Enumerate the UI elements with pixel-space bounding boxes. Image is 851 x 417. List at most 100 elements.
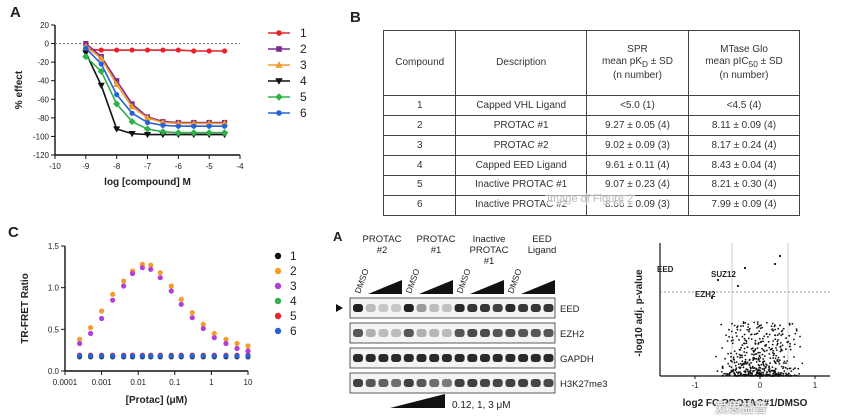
corner-watermark: 爱思益普 xyxy=(715,400,768,415)
volcano-point xyxy=(770,369,773,372)
volcano-point xyxy=(790,370,793,372)
blot-group-label: #2 xyxy=(377,245,388,256)
point-s3 xyxy=(99,315,105,322)
volcano-point xyxy=(759,374,762,376)
volcano-point xyxy=(730,352,732,355)
volcano-point xyxy=(775,347,777,349)
volcano-point xyxy=(742,325,744,327)
volcano-point xyxy=(785,337,787,340)
volcano-point xyxy=(747,370,749,373)
volcano-point xyxy=(735,361,738,363)
volcano-point xyxy=(728,365,731,367)
volcano-point xyxy=(774,328,777,331)
x-tick-label: 0.1 xyxy=(169,378,181,387)
x-tick-label: -10 xyxy=(49,162,61,171)
volcano-point xyxy=(762,349,765,352)
volcano-point xyxy=(770,325,773,327)
point-s6 xyxy=(83,45,89,51)
y-tick-label: -40 xyxy=(37,77,49,86)
header-compound: Compound xyxy=(382,29,457,97)
trfret-chart: 0.0 0.5 1.0 1.5 0.0001 0.001 0.01 0.1 1 10 [Protac… xyxy=(20,242,297,406)
blot-group-label: Inactive xyxy=(473,234,506,245)
point-s3 xyxy=(189,315,195,321)
volcano-point xyxy=(739,362,742,365)
blot-band xyxy=(365,379,376,387)
blot-band xyxy=(467,304,478,312)
point-s3 xyxy=(113,80,121,88)
volcano-point xyxy=(750,361,752,364)
volcano-point xyxy=(754,342,757,345)
volcano-point xyxy=(775,349,778,351)
point-s6 xyxy=(200,353,206,359)
series-line-5 xyxy=(85,55,225,134)
volcano-point xyxy=(732,339,734,341)
volcano-point xyxy=(762,363,765,366)
volcano-point xyxy=(763,369,766,372)
blot-band xyxy=(391,379,402,387)
blot-band xyxy=(391,329,402,337)
legend-marker-4 xyxy=(274,297,282,305)
blot-band xyxy=(454,354,465,362)
blot-band xyxy=(492,329,503,337)
volcano-point xyxy=(736,326,738,329)
panel-label-c: C xyxy=(8,224,19,241)
volcano-point xyxy=(739,367,741,370)
blot-band xyxy=(378,379,389,387)
volcano-point xyxy=(726,340,729,342)
volcano-point xyxy=(769,375,772,377)
point-s3 xyxy=(121,283,127,289)
point-s1 xyxy=(221,48,228,54)
volcano-point xyxy=(756,332,759,335)
blot-band xyxy=(543,329,554,337)
blot-band xyxy=(441,354,452,362)
blot-band xyxy=(480,379,490,387)
point-s1 xyxy=(98,47,104,53)
volcano-point xyxy=(732,368,735,371)
panel-label-blot: A xyxy=(333,229,343,244)
volcano-point xyxy=(764,344,766,347)
volcano-point xyxy=(769,357,772,359)
point-s1 xyxy=(129,47,135,53)
x-tick-label: -1 xyxy=(691,381,699,390)
volcano-point xyxy=(778,374,780,377)
volcano-point xyxy=(742,322,745,325)
table-row: 3 PROTAC #2 9.02 ± 0.09 (3) 8.17 ± 0.24 (4) xyxy=(382,135,800,157)
volcano-point xyxy=(765,364,768,366)
volcano-point xyxy=(734,373,737,376)
blot-band xyxy=(505,329,516,337)
blot-group-label: PROTAC xyxy=(470,245,509,256)
volcano-point xyxy=(765,332,768,335)
volcano-point xyxy=(768,366,770,369)
x-tick-label: 1 xyxy=(209,378,214,387)
point-s6 xyxy=(191,123,197,129)
table-cell-description: PROTAC #2 xyxy=(455,135,587,157)
point-s2 xyxy=(178,296,184,302)
volcano-point xyxy=(778,363,781,365)
volcano-point xyxy=(787,374,790,377)
volcano-point xyxy=(752,358,755,361)
blot-group-label: PROTAC xyxy=(363,234,402,245)
point-s2 xyxy=(110,291,116,297)
volcano-point xyxy=(776,334,779,336)
volcano-point xyxy=(736,328,739,331)
blot-band xyxy=(441,379,452,387)
point-s3 xyxy=(139,265,145,271)
series-line-6 xyxy=(85,47,225,128)
y-tick-label: -80 xyxy=(37,114,49,123)
blot-strip xyxy=(349,322,556,344)
y-tick-label: 20 xyxy=(40,21,49,30)
point-s1 xyxy=(114,47,120,53)
volcano-point xyxy=(798,373,801,375)
legend-marker-3 xyxy=(274,282,282,290)
series-line-1 xyxy=(85,48,225,52)
volcano-point xyxy=(730,339,733,342)
point-s1 xyxy=(206,48,212,54)
volcano-point xyxy=(730,369,733,372)
table-row: 4 Capped EED Ligand 9.61 ± 0.11 (4) 8.43 ± … xyxy=(382,155,800,177)
volcano-point xyxy=(793,338,795,341)
volcano-point xyxy=(761,353,764,356)
point-s3 xyxy=(234,345,240,352)
volcano-point xyxy=(780,374,782,377)
volcano-point xyxy=(741,344,744,347)
volcano-point xyxy=(715,355,717,358)
